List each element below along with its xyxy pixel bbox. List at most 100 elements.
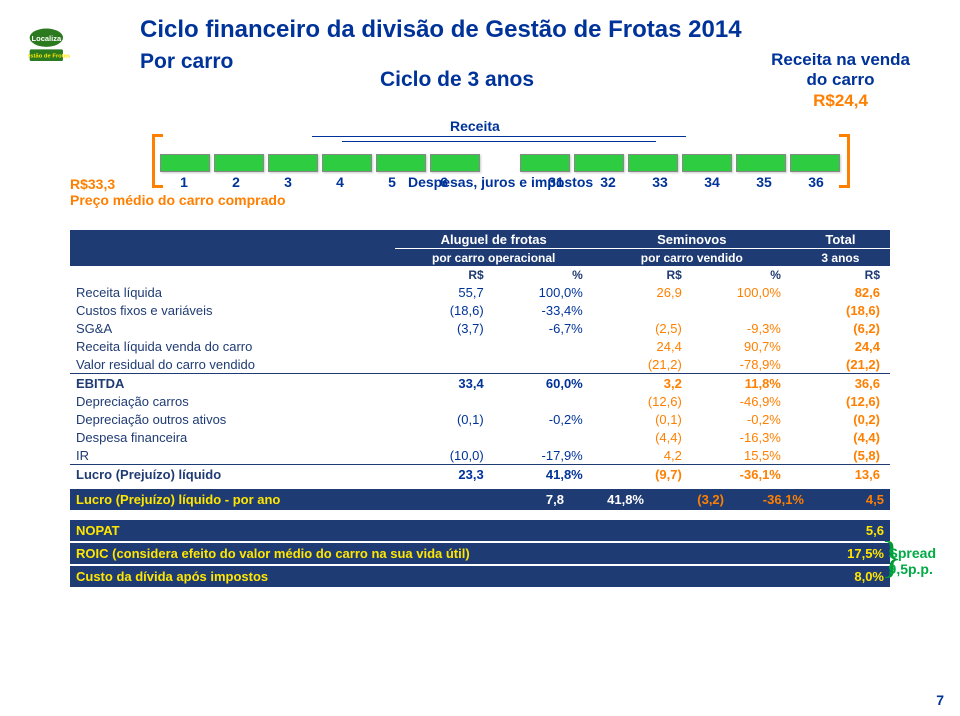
table-cell: (21,2): [791, 355, 890, 374]
band-roic-val: 17,5%: [804, 546, 884, 561]
hdr-aluguel: Aluguel de frotas: [395, 230, 593, 249]
table-cell: (4,4): [593, 428, 692, 446]
table-cell: (18,6): [395, 301, 494, 319]
table-row: Custos fixos e variáveis(18,6)-33,4%(18,…: [70, 301, 890, 319]
table-cell: (3,7): [395, 319, 494, 337]
table-cell: (10,0): [395, 446, 494, 465]
table-cell: -6,7%: [494, 319, 593, 337]
revenue-box-amount: R$24,4: [771, 91, 910, 111]
band-per-year-v1: 7,8: [484, 492, 564, 507]
table-cell: (0,2): [791, 410, 890, 428]
sub-pct-1: %: [494, 266, 593, 283]
table-cell: -17,9%: [494, 446, 593, 465]
table-cell: 13,6: [791, 465, 890, 484]
receita-label: Receita: [450, 118, 500, 134]
table-cell: [395, 337, 494, 355]
price-left-desc: Preço médio do carro comprado: [70, 192, 286, 208]
table-cell: (6,2): [791, 319, 890, 337]
sub-rs-3: R$: [791, 266, 890, 283]
table-cell: Depreciação outros ativos: [70, 410, 395, 428]
table-cell: -36,1%: [692, 465, 791, 484]
brand-logo: Localiza Gestão de Frotas: [28, 26, 128, 66]
table-row: SG&A(3,7)-6,7%(2,5)-9,3%(6,2): [70, 319, 890, 337]
m-33: 33: [636, 174, 684, 190]
table-cell: SG&A: [70, 319, 395, 337]
sub-pct-2: %: [692, 266, 791, 283]
table-cell: IR: [70, 446, 395, 465]
subtitle-mid: Ciclo de 3 anos: [380, 68, 534, 92]
table-cell: [692, 301, 791, 319]
table-row: IR(10,0)-17,9%4,215,5%(5,8): [70, 446, 890, 465]
band-nopat-val: 5,6: [804, 523, 884, 538]
table-cell: -0,2%: [494, 410, 593, 428]
bracket-right: [839, 134, 850, 188]
table-header-1: Aluguel de frotas Seminovos Total: [70, 230, 890, 249]
table-cell: (2,5): [593, 319, 692, 337]
svg-text:Gestão de Frotas: Gestão de Frotas: [28, 54, 70, 60]
revenue-box-l2: do carro: [807, 70, 875, 89]
table-cell: 60,0%: [494, 374, 593, 393]
table-cell: EBITDA: [70, 374, 395, 393]
band-roic-label: ROIC (considera efeito do valor médio do…: [76, 546, 804, 561]
page-title: Ciclo financeiro da divisão de Gestão de…: [140, 16, 742, 44]
bars-left: [160, 154, 480, 172]
table-cell: [494, 392, 593, 410]
band-per-year-label: Lucro (Prejuízo) líquido - por ano: [76, 492, 484, 507]
timeline-diagram: Receita 1 2 3 4 5 6 31 32 33 34 35 36: [70, 126, 890, 216]
page-number: 7: [936, 692, 944, 708]
table-cell: [593, 301, 692, 319]
hdr2-total: 3 anos: [791, 249, 890, 267]
table-cell: -16,3%: [692, 428, 791, 446]
table-cell: Receita líquida venda do carro: [70, 337, 395, 355]
table-cell: -9,3%: [692, 319, 791, 337]
table-cell: 100,0%: [692, 283, 791, 301]
band-per-year-v3: (3,2): [644, 492, 724, 507]
table-cell: -78,9%: [692, 355, 791, 374]
table-subheader: R$ % R$ % R$: [70, 266, 890, 283]
table-cell: [395, 392, 494, 410]
table-cell: 90,7%: [692, 337, 791, 355]
table-cell: Receita líquida: [70, 283, 395, 301]
table-cell: 100,0%: [494, 283, 593, 301]
band-roic: ROIC (considera efeito do valor médio do…: [70, 543, 890, 564]
spread-l2: 9,5p.p.: [889, 561, 933, 577]
band-custo-val: 8,0%: [804, 569, 884, 584]
table-cell: (9,7): [593, 465, 692, 484]
table-cell: (0,1): [395, 410, 494, 428]
band-nopat: NOPAT 5,6: [70, 520, 890, 541]
table-cell: (5,8): [791, 446, 890, 465]
spread-l1: Spread: [889, 545, 936, 561]
despesas-label: Despesas, juros e impostos: [408, 174, 593, 190]
table-cell: Despesa financeira: [70, 428, 395, 446]
table-cell: 26,9: [593, 283, 692, 301]
table-cell: 4,2: [593, 446, 692, 465]
table-row: Despesa financeira(4,4)-16,3%(4,4): [70, 428, 890, 446]
table-cell: 11,8%: [692, 374, 791, 393]
table-cell: -46,9%: [692, 392, 791, 410]
table-cell: 23,3: [395, 465, 494, 484]
m-36: 36: [792, 174, 840, 190]
band-per-year-v4: -36,1%: [724, 492, 804, 507]
revenue-box-l1: Receita na venda: [771, 50, 910, 69]
table-cell: [395, 355, 494, 374]
sub-rs-1: R$: [395, 266, 494, 283]
table-cell: [494, 355, 593, 374]
band-per-year-v5: 4,5: [804, 492, 884, 507]
spread-label: Spread 9,5p.p.: [889, 546, 936, 577]
table-cell: [494, 337, 593, 355]
table-cell: 41,8%: [494, 465, 593, 484]
table-cell: Valor residual do carro vendido: [70, 355, 395, 374]
financial-table: Aluguel de frotas Seminovos Total por ca…: [70, 230, 890, 483]
band-custo: Custo da dívida após impostos 8,0%: [70, 566, 890, 587]
table-cell: 36,6: [791, 374, 890, 393]
table-row: Depreciação carros(12,6)-46,9%(12,6): [70, 392, 890, 410]
table-cell: Custos fixos e variáveis: [70, 301, 395, 319]
subtitle-left: Por carro: [140, 50, 233, 74]
table-row: Depreciação outros ativos(0,1)-0,2%(0,1)…: [70, 410, 890, 428]
table-cell: -0,2%: [692, 410, 791, 428]
table-cell: 3,2: [593, 374, 692, 393]
band-per-year-v2: 41,8%: [564, 492, 644, 507]
table-cell: 55,7: [395, 283, 494, 301]
price-left: R$33,3 Preço médio do carro comprado: [70, 176, 286, 208]
table-cell: -33,4%: [494, 301, 593, 319]
